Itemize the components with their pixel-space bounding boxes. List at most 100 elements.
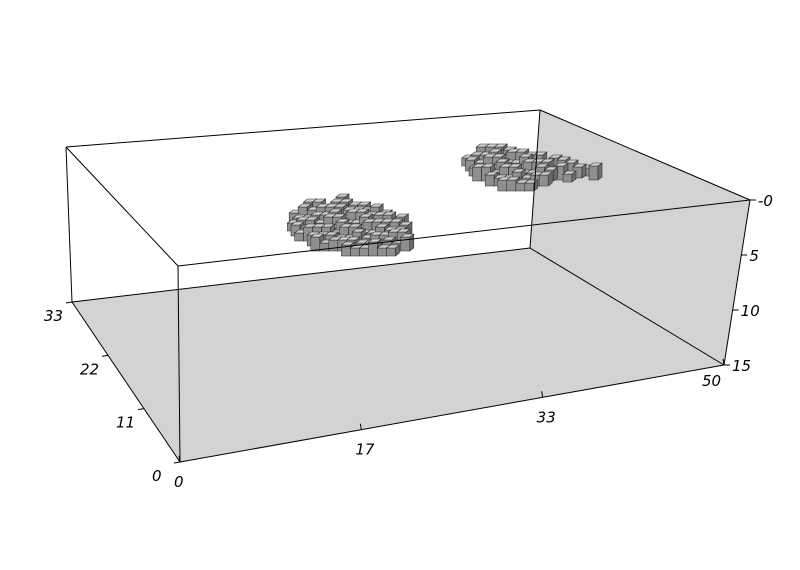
voxel-front-face bbox=[294, 232, 304, 242]
y-tick-mark bbox=[65, 301, 73, 304]
voxel-front-face bbox=[472, 166, 482, 182]
edge-back-top bbox=[65, 109, 541, 148]
voxel-top-face bbox=[290, 221, 305, 226]
voxel-top-face bbox=[518, 153, 534, 158]
y-tick-mark bbox=[137, 408, 145, 411]
voxel-top-face bbox=[514, 148, 530, 153]
floor-face bbox=[72, 248, 724, 462]
x-axis-line bbox=[179, 364, 725, 463]
voxel-top-face bbox=[493, 143, 509, 148]
voxel-top-face bbox=[464, 156, 480, 161]
voxel-top-face bbox=[327, 208, 343, 213]
voxel-top-face bbox=[543, 166, 559, 171]
x-tick-label: 33 bbox=[537, 408, 556, 426]
voxel-top-face bbox=[354, 208, 370, 213]
voxel-top-face bbox=[338, 198, 354, 203]
edge-right-top bbox=[539, 109, 751, 201]
y-tick-label: 22 bbox=[80, 360, 99, 378]
voxel-top-face bbox=[505, 176, 521, 181]
edge-front-top bbox=[177, 199, 751, 267]
voxel-front-face bbox=[538, 174, 549, 187]
voxel-top-face bbox=[345, 236, 361, 241]
voxel-top-face bbox=[538, 171, 554, 176]
edge-floor-right bbox=[529, 247, 725, 366]
voxel-front-face bbox=[328, 239, 339, 252]
voxel-top-face bbox=[399, 233, 415, 238]
box-faces bbox=[72, 110, 750, 462]
voxel-top-face bbox=[381, 236, 397, 241]
voxel-top-face bbox=[588, 162, 603, 167]
voxel-top-face bbox=[562, 170, 577, 175]
voxel-top-face bbox=[358, 213, 374, 218]
voxel-top-face bbox=[333, 203, 349, 208]
voxel-front-face bbox=[506, 179, 517, 192]
y-axis-line bbox=[71, 301, 181, 463]
voxel-top-face bbox=[394, 213, 410, 218]
voxel-top-face bbox=[507, 163, 523, 168]
voxel-front-face bbox=[310, 236, 321, 252]
y-tick-mark bbox=[101, 354, 109, 357]
voxel-top-face bbox=[572, 163, 587, 168]
voxel-front-face bbox=[350, 247, 360, 257]
x-tick-mark bbox=[178, 455, 181, 463]
voxel-bodies bbox=[286, 143, 603, 257]
voxel-top-face bbox=[491, 153, 507, 158]
y-tick-mark bbox=[173, 461, 181, 464]
voxel-front-face bbox=[588, 165, 599, 181]
voxel-top-face bbox=[480, 163, 496, 168]
x-tick-mark bbox=[541, 391, 544, 398]
voxel-top-face bbox=[311, 198, 327, 203]
voxel-front-face bbox=[377, 247, 387, 257]
voxel-top-face bbox=[309, 233, 325, 238]
voxel-top-face bbox=[556, 156, 571, 161]
voxel-top-face bbox=[534, 163, 550, 168]
voxel-top-face bbox=[335, 218, 350, 223]
z-tick-label: 10 bbox=[741, 302, 760, 320]
voxel-top-face bbox=[554, 162, 569, 167]
voxel-top-face bbox=[367, 238, 383, 243]
edge-back-left-vertical bbox=[65, 146, 73, 303]
y-tick-label: 0 bbox=[152, 467, 162, 485]
edge-left-top bbox=[65, 146, 179, 267]
voxel-top-face bbox=[320, 223, 336, 228]
z-tick-label: -0 bbox=[758, 192, 773, 210]
voxel-top-face bbox=[297, 203, 313, 208]
voxel-top-face bbox=[487, 148, 503, 153]
voxel-top-face bbox=[511, 168, 527, 173]
x-tick-mark bbox=[722, 358, 725, 366]
y-tick-label: 33 bbox=[44, 307, 63, 325]
x-tick-label: 17 bbox=[355, 441, 375, 459]
voxel-top-face bbox=[324, 231, 340, 236]
voxel-top-face bbox=[389, 218, 404, 223]
edge-front-left-vertical bbox=[177, 265, 181, 463]
axis-ticks: 0 17 33 50 0 11 22 33 -0 5 10 15 bbox=[44, 192, 773, 491]
voxel-front-face bbox=[562, 173, 573, 183]
voxel-front-face bbox=[484, 174, 495, 187]
z-tick-label: 5 bbox=[749, 247, 759, 265]
voxel-top-face bbox=[356, 201, 372, 206]
box-edges bbox=[65, 109, 751, 463]
voxel-top-face bbox=[548, 154, 563, 159]
voxel-top-face bbox=[374, 223, 390, 228]
z-tick-label: 15 bbox=[732, 357, 751, 375]
voxel-front-face bbox=[497, 179, 508, 192]
voxel-top-face bbox=[351, 228, 367, 233]
y-tick-label: 11 bbox=[116, 414, 135, 432]
voxel-body-2 bbox=[460, 143, 603, 192]
voxel-front-face bbox=[524, 182, 535, 192]
voxel-top-face bbox=[385, 244, 401, 249]
voxel-top-face bbox=[347, 223, 363, 228]
voxel-top-face bbox=[564, 159, 579, 164]
voxel-top-face bbox=[381, 211, 397, 216]
x-tick-label: 0 bbox=[174, 473, 184, 491]
voxel-top-face bbox=[396, 228, 412, 233]
x-tick-label: 50 bbox=[702, 372, 721, 390]
edge-front-right-vertical bbox=[723, 199, 751, 366]
voxel-top-face bbox=[304, 216, 320, 221]
voxel-top-face bbox=[331, 213, 347, 218]
voxel-front-face bbox=[515, 182, 526, 192]
voxel-front-face bbox=[386, 247, 396, 257]
voxel-top-face bbox=[398, 221, 413, 226]
voxel-top-face bbox=[540, 158, 555, 163]
